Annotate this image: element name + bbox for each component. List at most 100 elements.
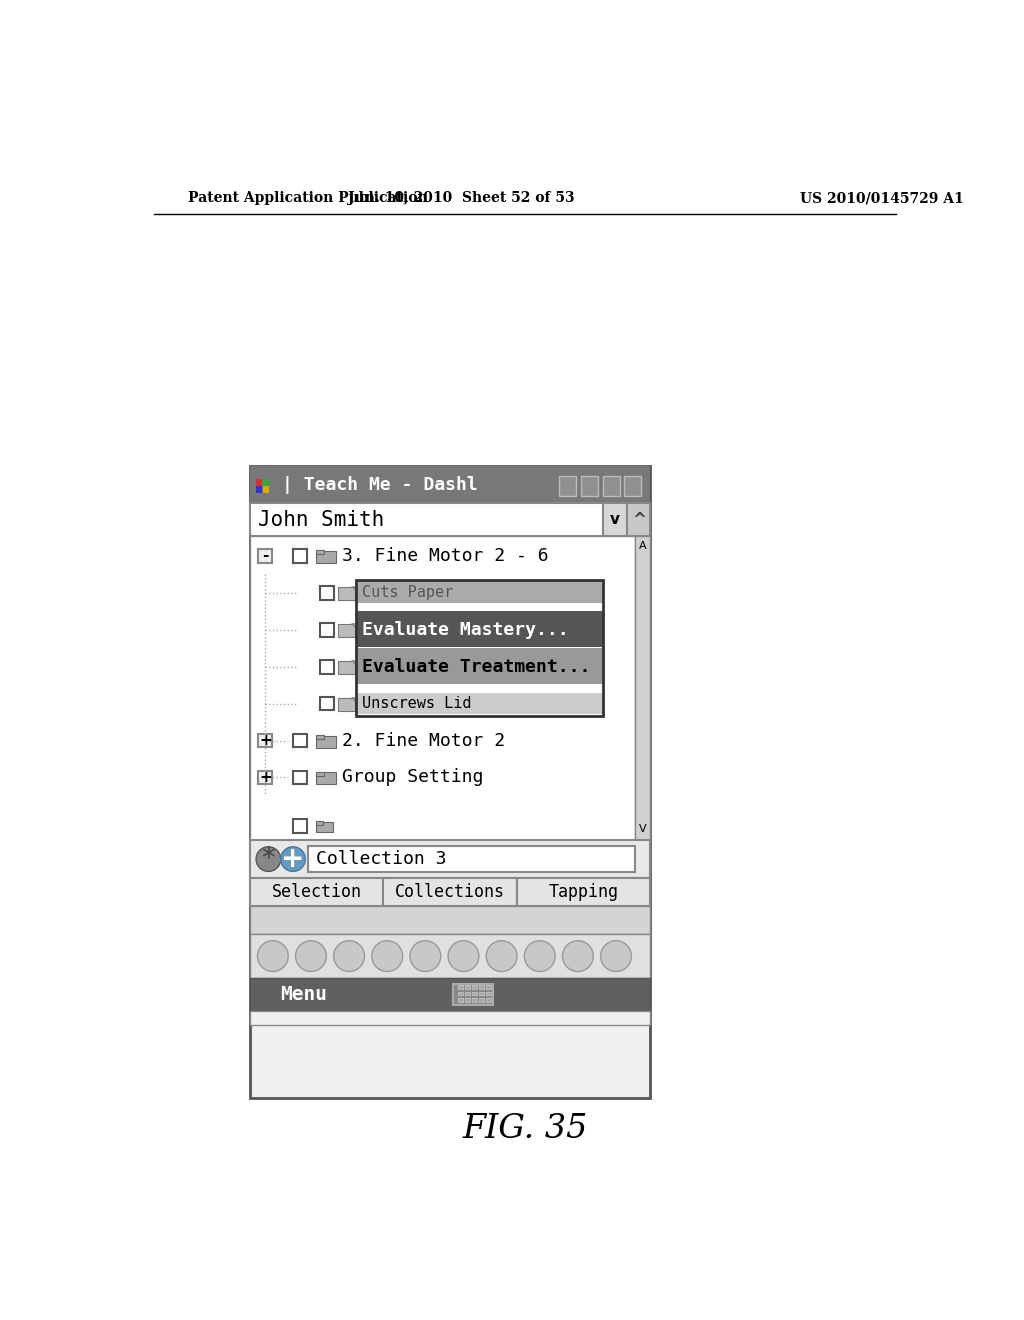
Text: 3. Fine Motor 2 - 6: 3. Fine Motor 2 - 6 — [342, 546, 549, 565]
Polygon shape — [351, 698, 355, 701]
Circle shape — [601, 941, 632, 972]
Bar — [316, 735, 325, 739]
Bar — [356, 581, 602, 603]
Bar — [293, 818, 307, 833]
Text: Collection 3: Collection 3 — [316, 850, 446, 869]
Circle shape — [486, 941, 517, 972]
Bar — [308, 846, 635, 873]
Text: Patent Application Publication: Patent Application Publication — [188, 191, 428, 206]
Bar — [250, 878, 383, 906]
Bar — [478, 998, 484, 1002]
Bar — [458, 998, 463, 1002]
Bar — [319, 623, 334, 636]
Bar — [293, 734, 307, 747]
Bar — [250, 536, 635, 840]
Text: V: V — [639, 824, 646, 834]
Circle shape — [372, 941, 402, 972]
Text: Tapping: Tapping — [549, 883, 618, 902]
Bar — [256, 487, 262, 492]
Bar — [316, 550, 336, 562]
Bar — [356, 611, 602, 647]
Bar — [250, 466, 650, 1098]
Bar — [316, 772, 336, 784]
Bar — [316, 821, 323, 825]
Text: Group Setting: Group Setting — [342, 768, 483, 787]
Bar — [472, 991, 477, 995]
Bar — [485, 991, 490, 995]
Bar — [339, 698, 355, 711]
Text: ^: ^ — [632, 511, 646, 528]
Bar — [465, 998, 470, 1002]
Bar — [581, 475, 598, 496]
Bar — [250, 466, 650, 503]
Circle shape — [524, 941, 555, 972]
Text: +: + — [259, 770, 271, 785]
Text: Evaluate Mastery...: Evaluate Mastery... — [362, 620, 569, 639]
Bar — [478, 991, 484, 995]
Bar — [485, 985, 490, 989]
Circle shape — [334, 941, 365, 972]
Circle shape — [449, 941, 479, 972]
Text: Jun. 10, 2010  Sheet 52 of 53: Jun. 10, 2010 Sheet 52 of 53 — [348, 191, 574, 206]
Bar — [383, 878, 517, 906]
Bar — [250, 1011, 650, 1024]
Circle shape — [410, 941, 440, 972]
Text: Collections: Collections — [395, 883, 505, 902]
Text: v: v — [610, 512, 620, 527]
Bar — [250, 933, 650, 978]
Bar — [319, 697, 334, 710]
Bar — [458, 985, 463, 989]
Text: +: + — [282, 845, 305, 873]
Bar — [602, 475, 620, 496]
Bar — [602, 503, 628, 536]
Bar — [258, 734, 272, 747]
Bar — [559, 475, 577, 496]
Text: John Smith: John Smith — [258, 510, 384, 529]
Text: 2. Fine Motor 2: 2. Fine Motor 2 — [342, 731, 506, 750]
Bar — [316, 735, 336, 747]
Text: Selection: Selection — [271, 883, 361, 902]
Bar — [319, 586, 334, 599]
Bar — [517, 878, 650, 906]
Bar — [339, 624, 355, 638]
Bar — [263, 479, 269, 486]
Text: US 2010/0145729 A1: US 2010/0145729 A1 — [801, 191, 965, 206]
Bar — [478, 985, 484, 989]
Bar — [263, 487, 269, 492]
Text: +: + — [259, 733, 271, 748]
Bar — [458, 991, 463, 995]
Bar — [635, 536, 650, 840]
Circle shape — [296, 941, 327, 972]
Bar — [250, 978, 650, 1011]
Bar — [316, 550, 325, 554]
Bar — [339, 661, 355, 675]
Circle shape — [257, 941, 288, 972]
Bar — [625, 475, 641, 496]
Text: Unscrews Lid: Unscrews Lid — [362, 696, 472, 711]
Text: Evaluate Treatment...: Evaluate Treatment... — [362, 657, 591, 676]
Bar — [258, 549, 272, 562]
Text: Cuts Paper: Cuts Paper — [362, 585, 454, 601]
Bar — [316, 772, 325, 776]
Bar — [250, 503, 628, 536]
Text: A: A — [639, 541, 646, 552]
Circle shape — [281, 847, 305, 871]
Bar — [465, 985, 470, 989]
Bar — [256, 479, 262, 486]
Bar — [250, 906, 650, 933]
Bar — [319, 660, 334, 673]
Bar — [454, 983, 494, 1006]
Polygon shape — [351, 624, 355, 627]
Bar — [316, 822, 333, 832]
Bar — [356, 581, 602, 715]
Bar — [628, 503, 650, 536]
Bar — [472, 998, 477, 1002]
Circle shape — [256, 847, 281, 871]
Bar — [356, 693, 602, 714]
Bar — [485, 998, 490, 1002]
Text: *: * — [261, 845, 275, 873]
Bar — [472, 985, 477, 989]
Bar — [250, 840, 650, 878]
Bar — [293, 771, 307, 784]
Polygon shape — [351, 661, 355, 664]
